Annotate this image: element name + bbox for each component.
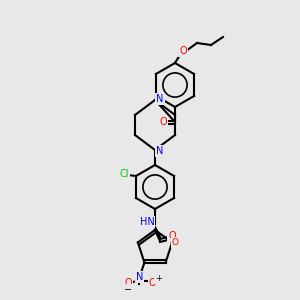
Text: O: O bbox=[124, 278, 132, 288]
Text: N: N bbox=[156, 94, 164, 104]
Text: N: N bbox=[156, 146, 164, 156]
Text: +: + bbox=[155, 274, 162, 283]
Text: O: O bbox=[172, 238, 178, 247]
Text: Cl: Cl bbox=[119, 169, 129, 179]
Text: N: N bbox=[136, 272, 143, 282]
Text: O: O bbox=[159, 117, 167, 127]
Text: O: O bbox=[168, 231, 176, 241]
Text: HN: HN bbox=[140, 217, 154, 227]
Text: −: − bbox=[124, 285, 133, 295]
Text: O: O bbox=[179, 46, 187, 56]
Text: O: O bbox=[148, 278, 156, 288]
